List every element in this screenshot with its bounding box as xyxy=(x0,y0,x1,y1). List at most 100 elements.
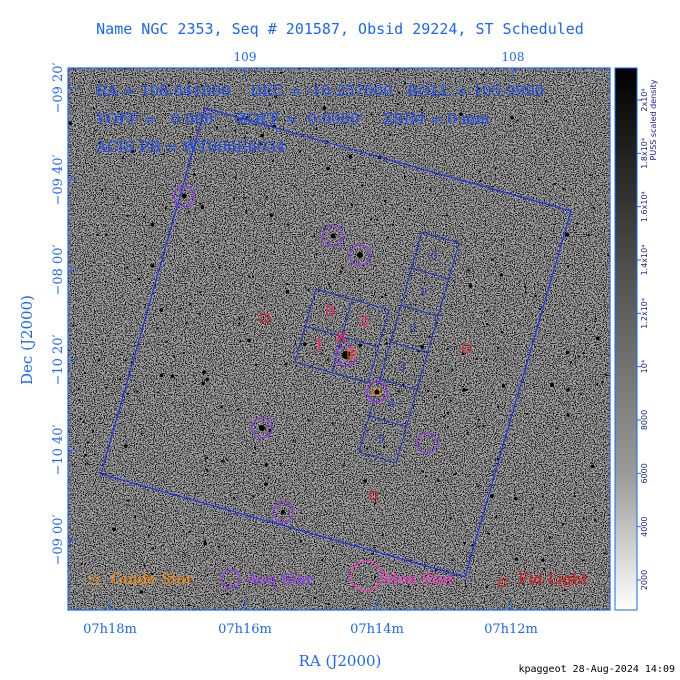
field-star xyxy=(144,516,146,519)
field-star xyxy=(565,564,567,566)
field-star xyxy=(146,187,148,189)
field-star xyxy=(266,425,268,427)
field-star xyxy=(572,388,574,390)
field-star xyxy=(523,464,525,466)
field-star xyxy=(549,425,551,428)
field-star xyxy=(151,429,153,431)
field-star xyxy=(114,368,116,370)
field-star xyxy=(71,463,74,466)
field-star xyxy=(511,234,513,236)
field-star xyxy=(137,310,139,312)
field-star xyxy=(447,581,450,584)
field-star xyxy=(267,477,270,480)
field-star xyxy=(345,189,347,191)
field-star xyxy=(467,269,470,272)
field-star xyxy=(440,439,442,441)
field-star xyxy=(319,85,321,87)
field-star xyxy=(281,265,283,267)
field-star xyxy=(519,326,521,328)
field-star xyxy=(419,394,421,396)
field-star xyxy=(348,84,350,87)
field-star xyxy=(367,310,369,312)
field-star xyxy=(574,230,576,232)
field-star xyxy=(403,76,405,78)
field-star xyxy=(162,276,164,278)
field-star xyxy=(266,402,269,405)
field-star xyxy=(583,256,585,258)
field-star xyxy=(494,167,497,170)
field-star xyxy=(507,602,509,604)
field-star xyxy=(388,533,390,535)
field-star xyxy=(464,68,466,70)
field-star xyxy=(406,389,408,391)
field-star xyxy=(361,76,364,78)
ccd-label-s2: 2 xyxy=(410,322,417,335)
field-star xyxy=(600,356,602,358)
field-star xyxy=(541,236,543,238)
field-star xyxy=(414,405,416,407)
field-star xyxy=(305,311,307,313)
field-star xyxy=(290,351,292,353)
field-star xyxy=(246,141,248,144)
field-star xyxy=(84,371,87,374)
field-star xyxy=(418,572,420,574)
field-star xyxy=(545,100,548,103)
field-star xyxy=(123,333,125,335)
field-star xyxy=(388,589,390,591)
field-star xyxy=(68,121,73,126)
field-star xyxy=(482,285,484,288)
field-star xyxy=(593,587,595,589)
field-star xyxy=(554,138,556,140)
field-star xyxy=(591,352,593,354)
field-star xyxy=(116,528,119,531)
field-star xyxy=(540,231,542,233)
field-star xyxy=(424,211,426,213)
field-star xyxy=(552,238,554,241)
field-star xyxy=(471,81,473,83)
acq-star-marker xyxy=(416,432,438,454)
field-star xyxy=(92,107,95,110)
field-star xyxy=(475,502,477,504)
field-star xyxy=(185,322,188,325)
field-star xyxy=(437,138,439,140)
field-star xyxy=(534,294,537,297)
field-star xyxy=(353,431,355,433)
field-star xyxy=(264,463,269,467)
ccd-label-s3: 3 xyxy=(399,360,406,373)
field-star xyxy=(217,545,221,548)
field-star xyxy=(497,287,499,289)
field-star xyxy=(425,362,427,364)
field-star xyxy=(213,595,215,598)
field-star xyxy=(150,222,155,227)
field-star xyxy=(446,76,448,78)
field-star xyxy=(383,210,385,212)
field-star xyxy=(152,547,155,550)
field-star xyxy=(455,582,457,584)
field-star xyxy=(580,393,583,396)
field-star xyxy=(394,72,396,74)
field-star xyxy=(531,313,533,315)
field-star xyxy=(440,360,442,362)
field-star xyxy=(426,325,428,327)
field-star xyxy=(503,406,505,408)
field-star xyxy=(193,168,195,170)
field-star xyxy=(205,377,209,382)
info-line-coordinates: RA = 108.641000 DEC = -10.257000 ROLL = … xyxy=(96,82,544,100)
field-star xyxy=(96,233,99,236)
field-star xyxy=(86,157,88,159)
field-star xyxy=(522,599,524,601)
field-star xyxy=(327,520,329,522)
field-star xyxy=(450,460,452,462)
field-star xyxy=(162,153,165,156)
field-star xyxy=(385,385,388,387)
field-star xyxy=(254,116,256,118)
field-star xyxy=(134,515,137,519)
field-star xyxy=(278,436,280,438)
field-star xyxy=(172,295,174,297)
field-star xyxy=(180,579,183,582)
field-star xyxy=(331,544,334,548)
field-star xyxy=(516,119,519,122)
field-star xyxy=(391,415,393,418)
field-star xyxy=(456,450,458,452)
field-star xyxy=(412,318,414,320)
